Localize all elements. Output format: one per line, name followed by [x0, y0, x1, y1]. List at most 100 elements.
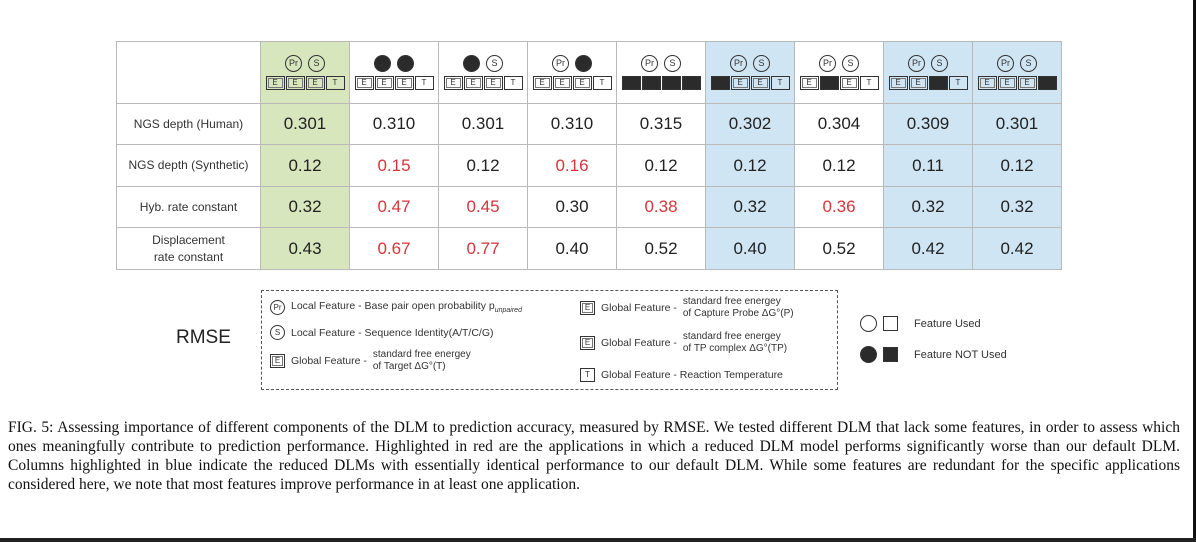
target-energy-icon: E: [270, 354, 285, 368]
capture-probe-energy-icon: E: [819, 76, 839, 90]
legend: Pr Local Feature - Base pair open probab…: [261, 290, 838, 390]
pair-probability-icon: Pr: [730, 55, 747, 72]
capture-probe-energy-icon: E: [997, 76, 1017, 90]
tp-complex-energy-icon: E: [572, 76, 592, 90]
tp-complex-energy-icon: E: [483, 76, 503, 90]
row-label: NGS depth (Human): [116, 103, 261, 145]
rmse-value-cell: 0.40: [705, 227, 795, 270]
tp-complex-energy-icon: E: [305, 76, 325, 90]
target-energy-icon: E: [532, 76, 552, 90]
feature-combo-header: Pr S E E E T: [883, 41, 973, 104]
sequence-identity-icon: S: [1020, 55, 1037, 72]
pair-probability-icon: Pr: [997, 55, 1014, 72]
legend-text: standard free energey of Capture Probe ΔG…: [682, 296, 794, 319]
rmse-value-cell: 0.42: [972, 227, 1062, 270]
feature-combo-header: Pr S E E E T: [349, 41, 439, 104]
target-energy-icon: E: [799, 76, 819, 90]
rmse-value-cell: 0.16: [527, 144, 617, 187]
temperature-icon: T: [681, 76, 701, 90]
figure-caption: FIG. 5: Assessing importance of differen…: [8, 419, 1180, 493]
rmse-value-cell: 0.12: [438, 144, 528, 187]
rmse-value-cell: 0.12: [705, 144, 795, 187]
legend-feature-not-used: Feature NOT Used: [860, 346, 1007, 363]
legend-text: Global Feature -: [601, 337, 677, 349]
legend-item-ep: E Global Feature - standard free energey…: [580, 296, 794, 320]
table-row: NGS depth (Synthetic) 0.12 0.15 0.12 0.16 0.…: [116, 144, 1062, 187]
rmse-value-cell: 0.32: [705, 186, 795, 228]
row-label-line: rate constant: [153, 249, 224, 264]
legend-item-pr: Pr Local Feature - Base pair open probab…: [270, 300, 522, 315]
sequence-identity-icon: S: [575, 55, 592, 72]
sequence-identity-icon: S: [842, 55, 859, 72]
sequence-identity-icon: S: [397, 55, 414, 72]
rmse-value-cell: 0.12: [260, 144, 350, 187]
tp-complex-energy-icon: E: [580, 336, 595, 350]
rmse-value-cell: 0.45: [438, 186, 528, 228]
rmse-value-cell: 0.47: [349, 186, 439, 228]
metric-label: RMSE: [176, 327, 231, 348]
pair-probability-icon: Pr: [819, 55, 836, 72]
temperature-icon: T: [414, 76, 434, 90]
temperature-icon: T: [948, 76, 968, 90]
capture-probe-energy-icon: E: [730, 76, 750, 90]
row-label: Hyb. rate constant: [116, 186, 261, 228]
feature-header-row: Pr S E E E T Pr S E E E T Pr S E E E T Pr S E E E T Pr S E E E T Pr S E E…: [116, 41, 1062, 104]
capture-probe-energy-icon: E: [580, 301, 595, 315]
target-energy-icon: E: [710, 76, 730, 90]
rmse-table: Pr S E E E T Pr S E E E T Pr S E E E T Pr S E E E T Pr S E E E T Pr S E E…: [116, 41, 1062, 270]
temperature-icon: T: [580, 368, 595, 382]
feature-combo-header: Pr S E E E T: [705, 41, 795, 104]
rmse-value-cell: 0.301: [438, 103, 528, 145]
temperature-icon: T: [859, 76, 879, 90]
target-energy-icon: E: [977, 76, 997, 90]
feature-combo-header: Pr S E E E T: [972, 41, 1062, 104]
rmse-value-cell: 0.30: [527, 186, 617, 228]
rmse-value-cell: 0.43: [260, 227, 350, 270]
feature-combo-header: Pr S E E E T: [794, 41, 884, 104]
capture-probe-energy-icon: E: [463, 76, 483, 90]
rmse-value-cell: 0.15: [349, 144, 439, 187]
feature-combo-header: Pr S E E E T: [616, 41, 706, 104]
temperature-icon: T: [770, 76, 790, 90]
legend-feature-used: Feature Used: [860, 315, 981, 332]
sequence-identity-icon: S: [486, 55, 503, 72]
legend-item-s: S Local Feature - Sequence Identity(A/T/…: [270, 325, 494, 340]
capture-probe-energy-icon: E: [285, 76, 305, 90]
capture-probe-energy-icon: E: [374, 76, 394, 90]
tp-complex-energy-icon: E: [661, 76, 681, 90]
frame-edge: [0, 538, 1196, 542]
open-square-icon: [883, 316, 898, 331]
rmse-value-cell: 0.32: [260, 186, 350, 228]
rmse-value-cell: 0.310: [527, 103, 617, 145]
sequence-identity-icon: S: [931, 55, 948, 72]
target-energy-icon: E: [621, 76, 641, 90]
target-energy-icon: E: [265, 76, 285, 90]
rmse-value-cell: 0.309: [883, 103, 973, 145]
legend-text: Global Feature -: [601, 302, 677, 314]
sequence-identity-icon: S: [753, 55, 770, 72]
rmse-value-cell: 0.301: [260, 103, 350, 145]
tp-complex-energy-icon: E: [928, 76, 948, 90]
rmse-value-cell: 0.67: [349, 227, 439, 270]
row-label: NGS depth (Synthetic): [116, 144, 261, 187]
sequence-identity-icon: S: [664, 55, 681, 72]
capture-probe-energy-icon: E: [641, 76, 661, 90]
rmse-value-cell: 0.52: [794, 227, 884, 270]
open-circle-icon: [860, 315, 877, 332]
table-row: NGS depth (Human) 0.301 0.310 0.301 0.310 0.…: [116, 103, 1062, 145]
sequence-identity-icon: S: [270, 325, 285, 340]
rmse-value-cell: 0.40: [527, 227, 617, 270]
legend-text: Local Feature - Base pair open probabili…: [291, 300, 522, 315]
temperature-icon: T: [325, 76, 345, 90]
rmse-value-cell: 0.32: [883, 186, 973, 228]
pair-probability-icon: Pr: [641, 55, 658, 72]
pair-probability-icon: Pr: [270, 300, 285, 315]
table-row: Hyb. rate constant 0.32 0.47 0.45 0.30 0.38 0…: [116, 186, 1062, 228]
temperature-icon: T: [503, 76, 523, 90]
legend-text: Feature Used: [914, 317, 981, 330]
capture-probe-energy-icon: E: [908, 76, 928, 90]
rmse-value-cell: 0.32: [972, 186, 1062, 228]
pair-probability-icon: Pr: [552, 55, 569, 72]
pair-probability-icon: Pr: [374, 55, 391, 72]
temperature-icon: T: [592, 76, 612, 90]
